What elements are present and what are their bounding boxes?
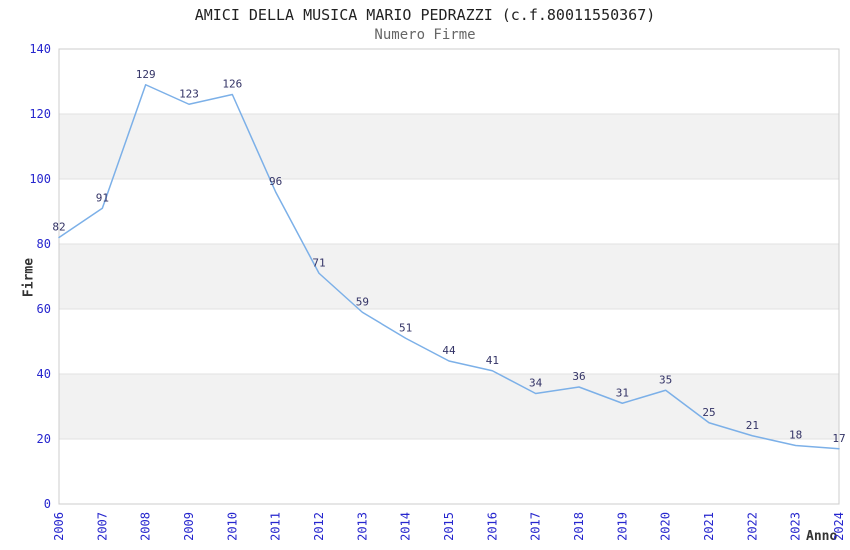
x-tick-label: 2013	[355, 512, 369, 541]
data-label: 82	[52, 221, 65, 234]
plot-band	[59, 114, 839, 179]
data-label: 44	[442, 344, 456, 357]
data-label: 96	[269, 175, 282, 188]
data-label: 91	[96, 191, 109, 204]
x-tick-label: 2008	[139, 512, 153, 541]
x-tick-label: 2014	[399, 512, 413, 541]
x-tick-label: 2011	[269, 512, 283, 541]
x-tick-label: 2023	[789, 512, 803, 541]
x-tick-label: 2016	[485, 512, 499, 541]
data-label: 21	[746, 419, 759, 432]
data-label: 17	[832, 432, 845, 445]
data-label: 18	[789, 429, 802, 442]
y-tick-label: 80	[37, 237, 51, 251]
y-tick-label: 60	[37, 302, 51, 316]
x-tick-label: 2020	[659, 512, 673, 541]
x-tick-label: 2012	[312, 512, 326, 541]
data-label: 25	[702, 406, 715, 419]
x-tick-label: 2017	[529, 512, 543, 541]
x-tick-label: 2019	[615, 512, 629, 541]
y-tick-label: 0	[44, 497, 51, 511]
data-label: 123	[179, 87, 199, 100]
data-label: 41	[486, 354, 499, 367]
y-tick-label: 20	[37, 432, 51, 446]
x-tick-label: 2006	[52, 512, 66, 541]
plot-border	[58, 48, 840, 505]
chart-subtitle: Numero Firme	[374, 27, 476, 43]
x-tick-label: 2018	[572, 512, 586, 541]
data-label: 31	[616, 386, 629, 399]
x-tick-label: 2024	[832, 512, 846, 541]
data-label: 71	[312, 256, 325, 269]
x-tick-label: 2022	[745, 512, 759, 541]
x-tick-label: 2015	[442, 512, 456, 541]
x-tick-label: 2009	[182, 512, 196, 541]
data-label: 35	[659, 373, 672, 386]
chart-title: AMICI DELLA MUSICA MARIO PEDRAZZI (c.f.8…	[194, 6, 656, 24]
x-tick-label: 2010	[225, 512, 239, 541]
x-axis-title: Anno	[806, 529, 838, 544]
data-label: 126	[222, 78, 242, 91]
plot-band	[59, 374, 839, 439]
data-label: 51	[399, 321, 412, 334]
y-tick-label: 120	[29, 107, 51, 121]
y-tick-label: 100	[29, 172, 51, 186]
plot-band	[59, 244, 839, 309]
data-label: 129	[136, 68, 156, 81]
y-tick-label: 140	[29, 42, 51, 56]
data-label: 34	[529, 377, 543, 390]
data-line	[58, 84, 840, 450]
x-tick-label: 2007	[95, 512, 109, 541]
x-tick-label: 2021	[702, 512, 716, 541]
data-label: 59	[356, 295, 369, 308]
data-label: 36	[572, 370, 585, 383]
y-tick-label: 40	[37, 367, 51, 381]
